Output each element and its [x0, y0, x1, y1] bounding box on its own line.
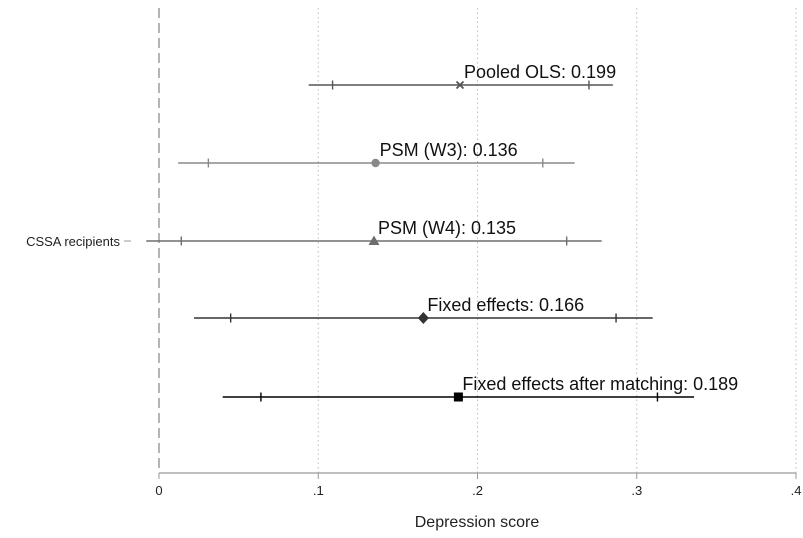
series-4: Fixed effects: 0.166: [194, 295, 653, 324]
point-marker-3: [368, 235, 380, 245]
data-label-4: Fixed effects: 0.166: [427, 295, 584, 315]
series-layer: Pooled OLS: 0.199 PSM (W3): 0.136 PSM (W4)…: [146, 62, 738, 402]
data-label-3: PSM (W4): 0.135: [378, 218, 516, 238]
x-tick-label-2: .2: [472, 483, 483, 498]
point-marker-4: [417, 312, 429, 324]
x-tick-label-4: .4: [791, 483, 802, 498]
series-3: PSM (W4): 0.135: [146, 218, 602, 246]
series-2: PSM (W3): 0.136: [178, 140, 575, 168]
x-tick-label-3: .3: [631, 483, 642, 498]
point-marker-1: [455, 80, 465, 90]
series-1: Pooled OLS: 0.199: [308, 62, 616, 90]
y-category-label: CSSA recipients: [26, 234, 120, 249]
point-marker-1-b: [455, 80, 465, 90]
point-marker-2: [371, 158, 380, 168]
x-tick-label-1: .1: [313, 483, 324, 498]
data-label-1: Pooled OLS: 0.199: [464, 62, 616, 82]
axis-layer: 0 .1 .2 .3 .4: [124, 240, 802, 498]
series-5: Fixed effects after matching: 0.189: [222, 374, 738, 402]
data-label-2: PSM (W3): 0.136: [380, 140, 518, 160]
data-label-5: Fixed effects after matching: 0.189: [462, 374, 738, 394]
x-tick-label-0: 0: [155, 483, 162, 498]
point-marker-5: [453, 392, 463, 402]
x-axis-title: Depression score: [415, 514, 540, 531]
